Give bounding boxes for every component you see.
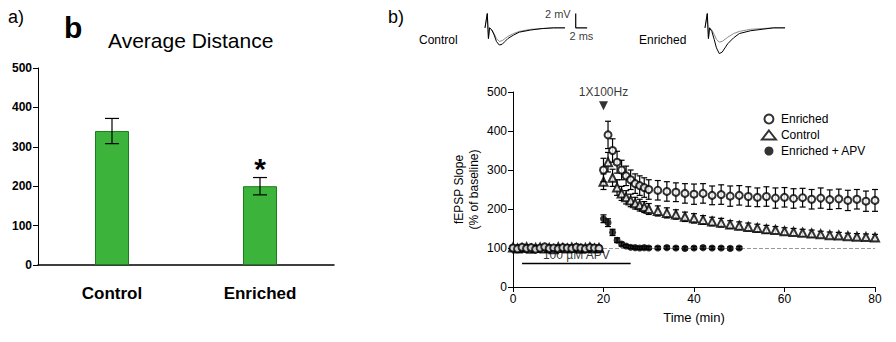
svg-text:500: 500: [12, 61, 32, 75]
svg-text:Enriched: Enriched: [224, 284, 297, 303]
svg-text:b: b: [64, 11, 82, 44]
svg-text:100 µM APV: 100 µM APV: [543, 248, 610, 262]
svg-text:Enriched + APV: Enriched + APV: [781, 144, 865, 158]
svg-text:2 ms: 2 ms: [570, 30, 594, 42]
svg-text:500: 500: [487, 85, 507, 99]
svg-text:400: 400: [487, 124, 507, 138]
svg-text:40: 40: [687, 292, 701, 306]
svg-text:a): a): [8, 7, 24, 27]
svg-text:100: 100: [487, 241, 507, 255]
svg-text:fEPSP Slope: fEPSP Slope: [452, 155, 466, 224]
svg-text:100: 100: [12, 219, 32, 233]
svg-text:300: 300: [487, 163, 507, 177]
svg-text:*: *: [254, 152, 266, 185]
svg-text:Control: Control: [419, 33, 458, 47]
svg-text:2 mV: 2 mV: [545, 8, 571, 20]
svg-text:400: 400: [12, 100, 32, 114]
svg-text:Enriched: Enriched: [781, 112, 828, 126]
svg-text:0: 0: [500, 280, 507, 294]
svg-text:b): b): [388, 7, 404, 27]
svg-text:200: 200: [12, 179, 32, 193]
svg-text:60: 60: [778, 292, 792, 306]
svg-text:Control: Control: [781, 128, 820, 142]
svg-text:Time (min): Time (min): [663, 310, 725, 325]
svg-text:300: 300: [12, 140, 32, 154]
svg-text:0: 0: [510, 292, 517, 306]
svg-text:80: 80: [868, 292, 882, 306]
svg-text:Control: Control: [82, 284, 142, 303]
svg-text:1X100Hz: 1X100Hz: [579, 85, 628, 99]
svg-text:Enriched: Enriched: [639, 33, 686, 47]
svg-text:Average Distance: Average Distance: [108, 29, 273, 52]
svg-text:200: 200: [487, 202, 507, 216]
svg-text:0: 0: [25, 258, 32, 272]
svg-text:(% of baseline): (% of baseline): [467, 149, 481, 229]
svg-text:20: 20: [597, 292, 611, 306]
